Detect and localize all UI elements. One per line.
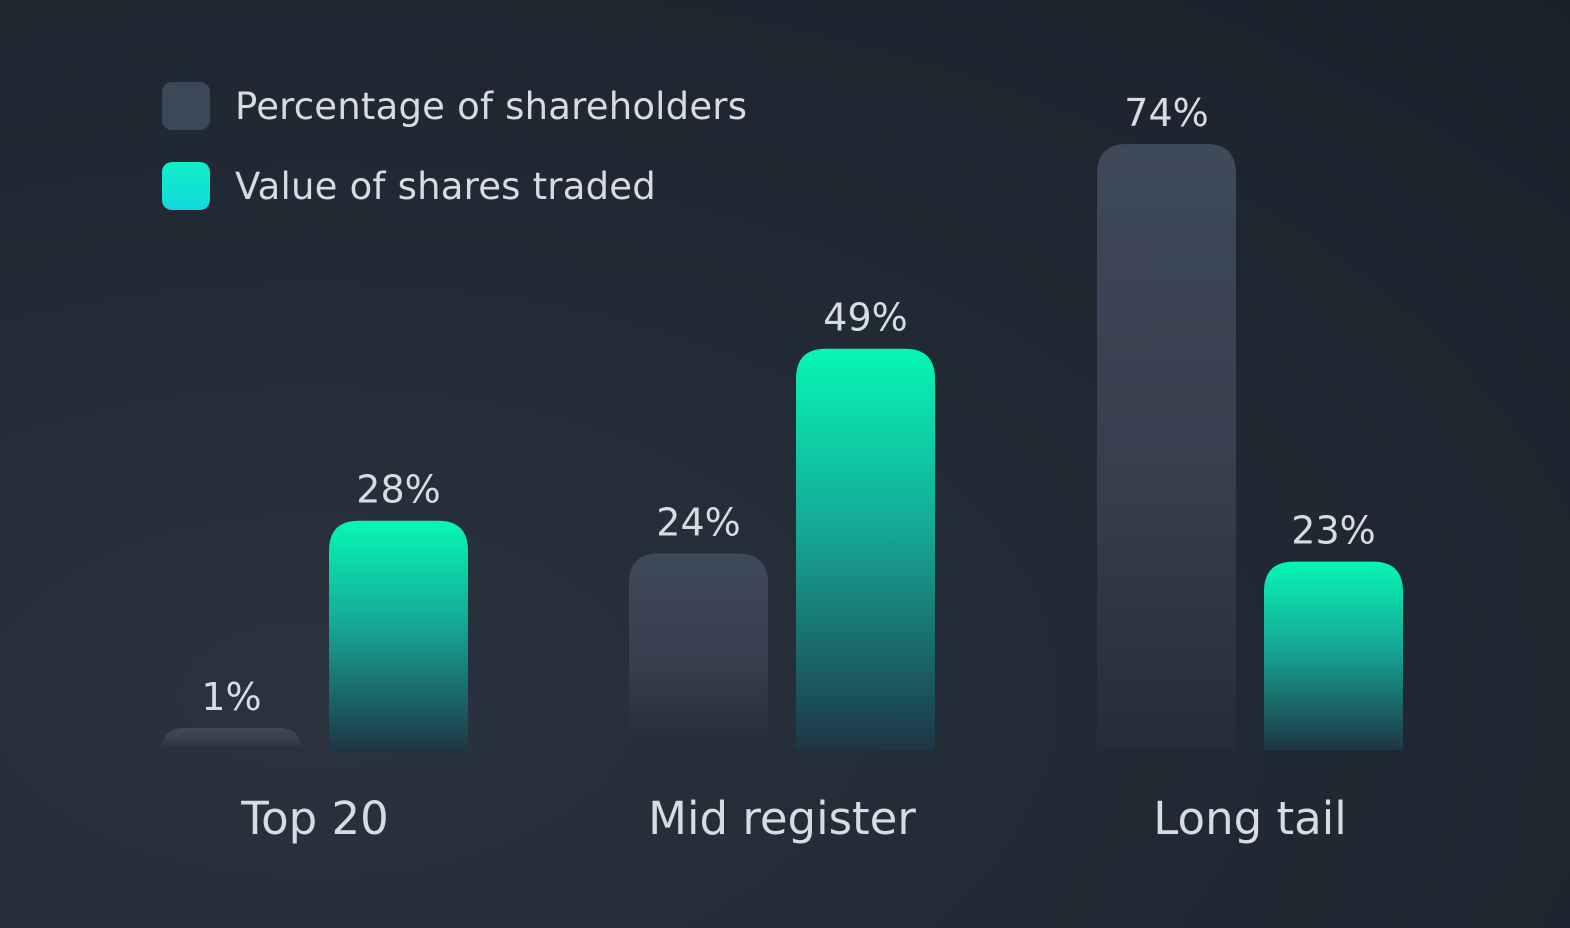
data-label-shareholders-mid-register: 24% (656, 500, 740, 544)
data-label-traded-mid-register: 49% (823, 296, 907, 340)
category-label-mid-register: Mid register (648, 792, 916, 845)
legend-swatch-shareholders (162, 82, 210, 130)
category-label-top-20: Top 20 (240, 792, 389, 845)
legend-item-traded: Value of shares traded (162, 162, 656, 210)
bar-traded-long-tail (1264, 561, 1403, 750)
data-label-shareholders-long-tail: 74% (1124, 91, 1208, 135)
bar-shareholders-long-tail (1097, 144, 1236, 750)
legend-item-shareholders: Percentage of shareholders (162, 82, 747, 130)
data-label-traded-long-tail: 23% (1291, 509, 1375, 553)
data-label-traded-top-20: 28% (356, 468, 440, 512)
legend-swatch-traded (162, 162, 210, 210)
bar-traded-mid-register (796, 348, 935, 750)
data-label-shareholders-top-20: 1% (201, 675, 261, 719)
bar-shareholders-top-20 (162, 728, 301, 750)
legend-label-traded: Value of shares traded (235, 164, 656, 208)
bar-traded-top-20 (329, 520, 468, 750)
category-label-long-tail: Long tail (1153, 792, 1346, 845)
legend-label-shareholders: Percentage of shareholders (235, 84, 748, 128)
bar-shareholders-mid-register (629, 553, 768, 750)
